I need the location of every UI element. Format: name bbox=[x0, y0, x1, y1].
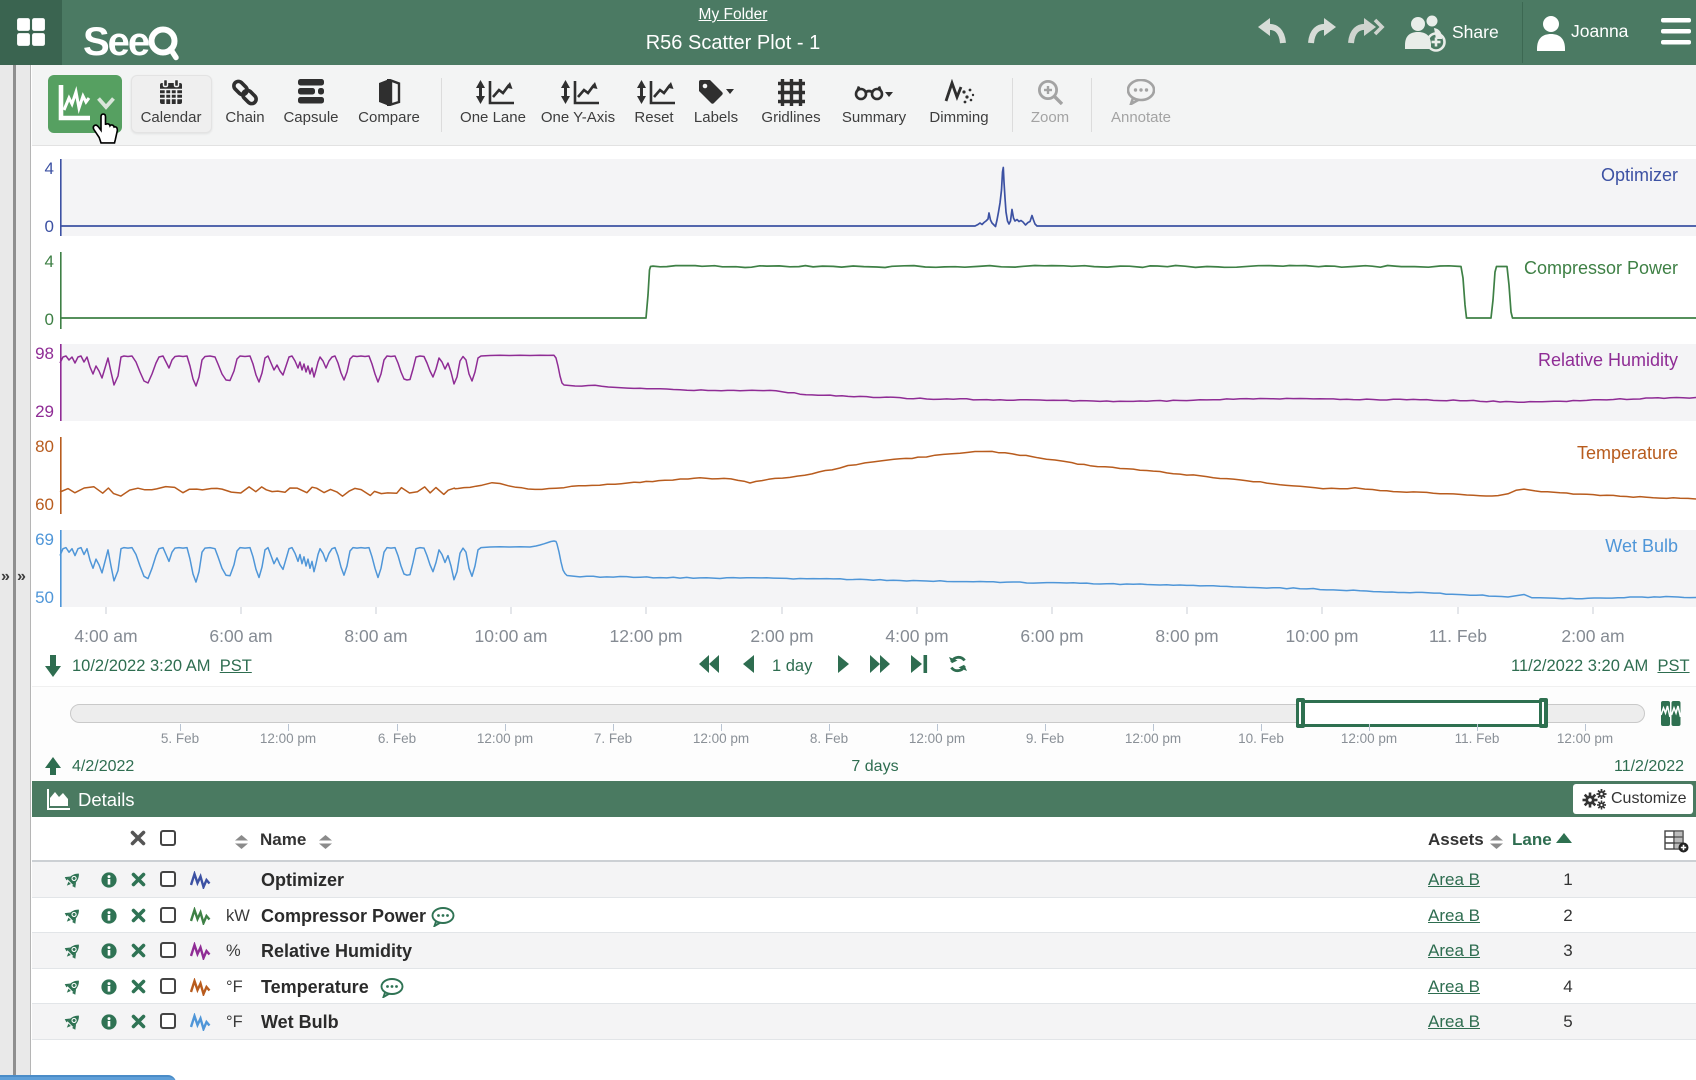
svg-text:2:00 am: 2:00 am bbox=[1561, 626, 1624, 646]
svg-text:98: 98 bbox=[35, 344, 54, 363]
svg-text:11. Feb: 11. Feb bbox=[1429, 626, 1487, 646]
svg-text:0: 0 bbox=[45, 217, 54, 236]
svg-text:4:00 am: 4:00 am bbox=[74, 626, 137, 646]
svg-text:See: See bbox=[84, 20, 149, 62]
svg-text:8:00 am: 8:00 am bbox=[344, 626, 407, 646]
svg-text:8:00 pm: 8:00 pm bbox=[1155, 626, 1218, 646]
svg-text:6:00 am: 6:00 am bbox=[209, 626, 272, 646]
svg-text:6:00 pm: 6:00 pm bbox=[1020, 626, 1083, 646]
svg-text:Compressor Power: Compressor Power bbox=[1524, 258, 1678, 278]
svg-text:4:00 pm: 4:00 pm bbox=[885, 626, 948, 646]
svg-text:12:00 pm: 12:00 pm bbox=[610, 626, 683, 646]
svg-text:2:00 pm: 2:00 pm bbox=[750, 626, 813, 646]
svg-text:10:00 am: 10:00 am bbox=[475, 626, 548, 646]
svg-text:Temperature: Temperature bbox=[1577, 443, 1678, 463]
svg-text:29: 29 bbox=[35, 402, 54, 421]
svg-text:10:00 pm: 10:00 pm bbox=[1286, 626, 1359, 646]
svg-text:69: 69 bbox=[35, 530, 54, 549]
svg-text:0: 0 bbox=[45, 310, 54, 329]
svg-text:Optimizer: Optimizer bbox=[1601, 165, 1678, 185]
svg-text:60: 60 bbox=[35, 495, 54, 514]
svg-text:4: 4 bbox=[45, 252, 54, 271]
svg-text:4: 4 bbox=[45, 159, 54, 178]
svg-text:Wet Bulb: Wet Bulb bbox=[1605, 536, 1678, 556]
svg-text:80: 80 bbox=[35, 437, 54, 456]
svg-text:50: 50 bbox=[35, 588, 54, 607]
svg-text:Relative Humidity: Relative Humidity bbox=[1538, 350, 1678, 370]
